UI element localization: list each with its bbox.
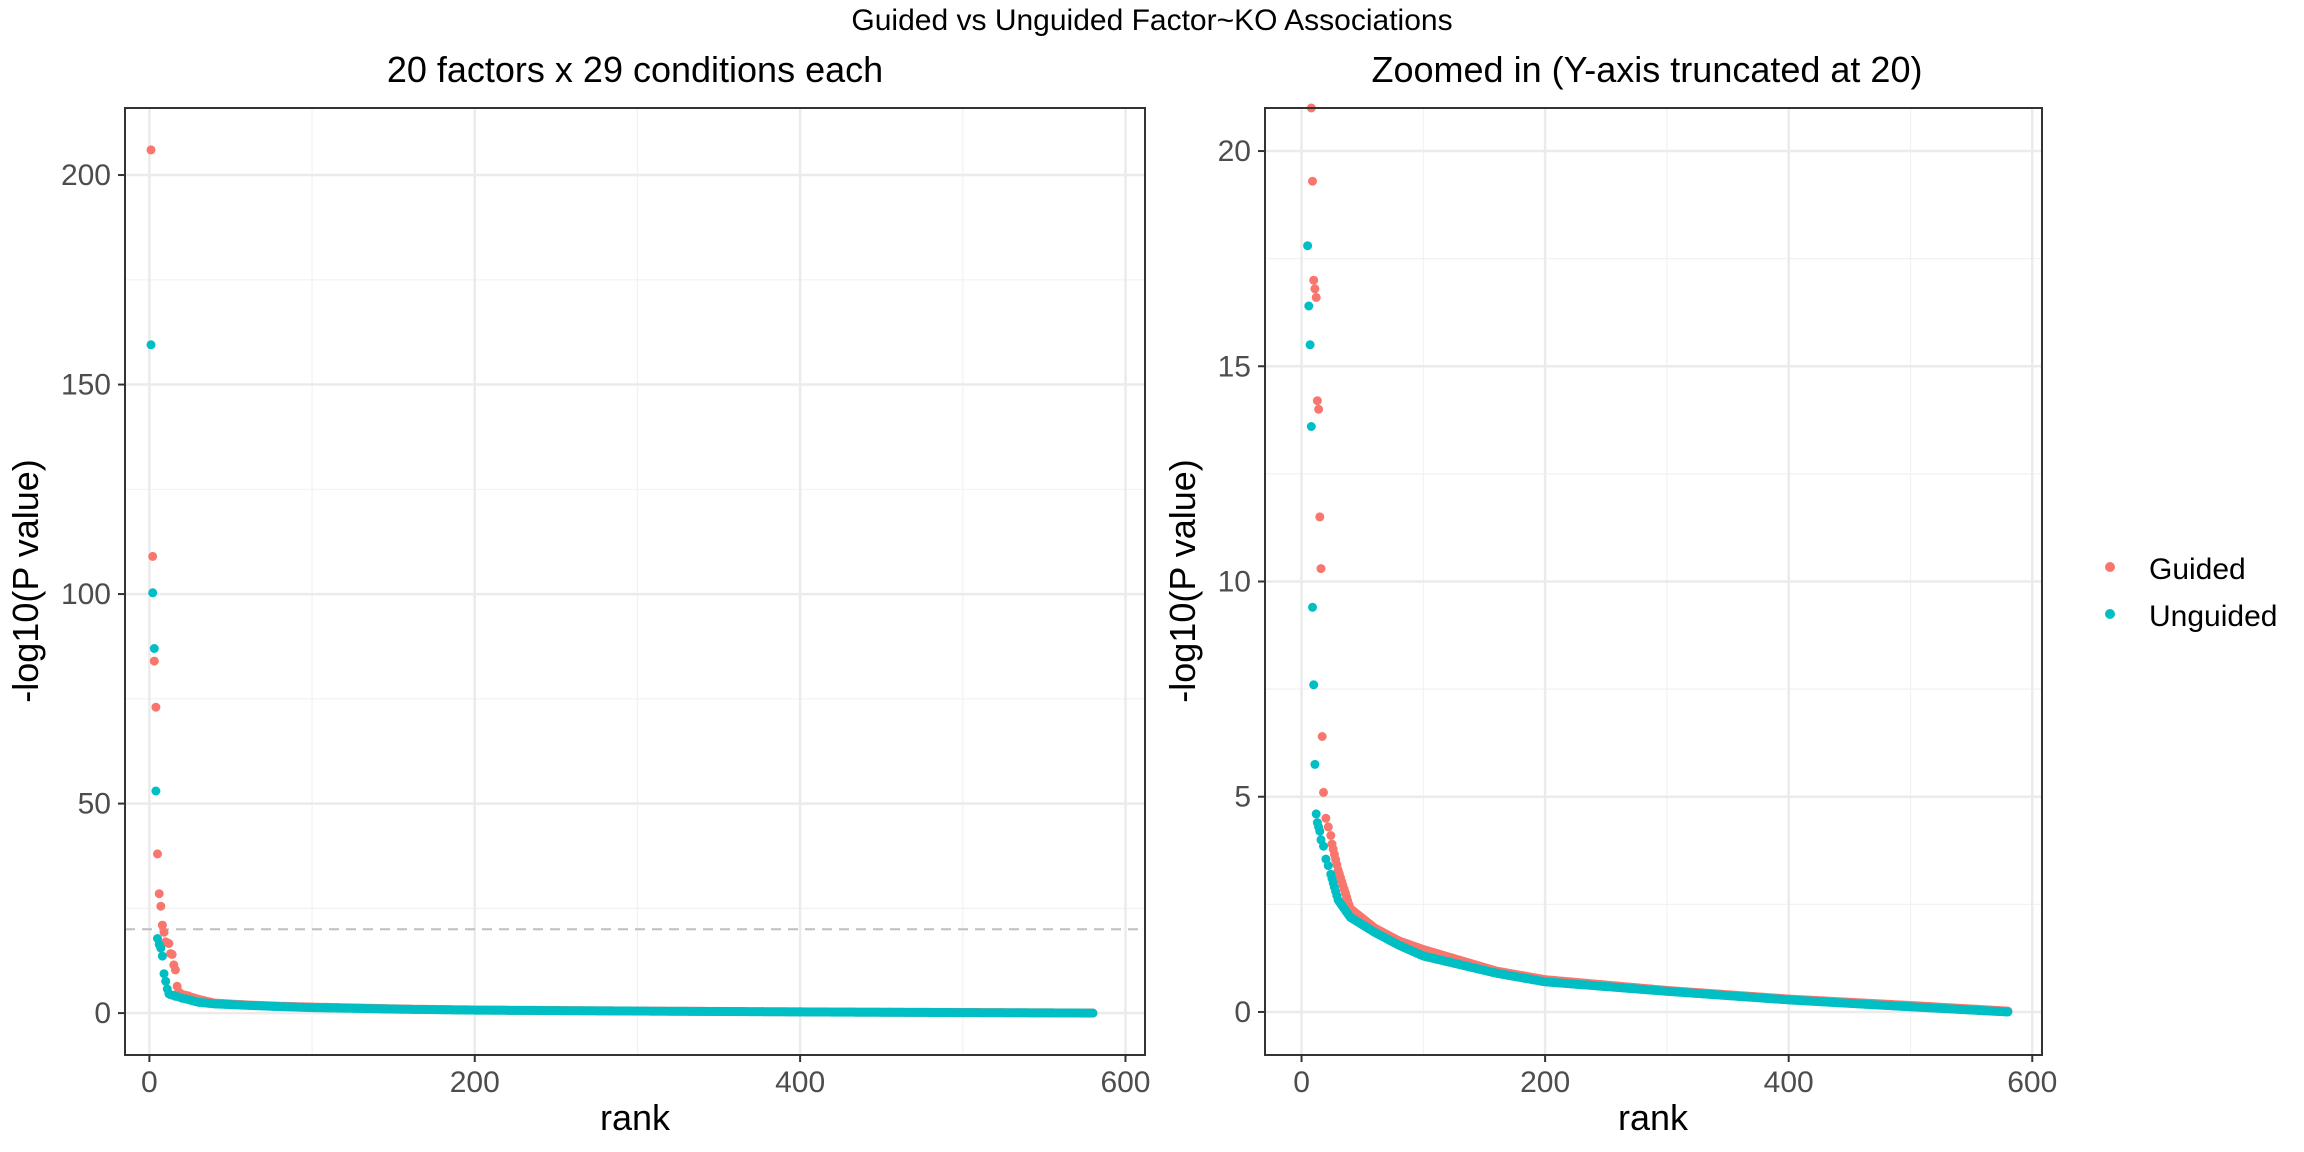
data-point xyxy=(159,927,169,937)
panel-zoomed: Zoomed in (Y-axis truncated at 20) 0 200 4… xyxy=(1162,49,2057,1138)
data-point xyxy=(164,939,174,948)
y-tick-label: 150 xyxy=(61,369,111,402)
data-point xyxy=(170,965,180,975)
data-point xyxy=(1321,813,1331,823)
data-point xyxy=(146,145,156,155)
series-unguided xyxy=(146,340,1098,1018)
data-point xyxy=(1326,831,1336,840)
data-point xyxy=(157,951,167,961)
x-tick-label: 200 xyxy=(1520,1066,1570,1099)
grid-minor xyxy=(125,108,1145,1055)
data-point xyxy=(161,976,171,986)
data-point xyxy=(1319,787,1328,797)
legend-label-unguided: Unguided xyxy=(2149,600,2277,633)
x-axis-ticks: 0 200 400 600 xyxy=(141,1055,1151,1099)
data-point xyxy=(1323,822,1333,832)
data-point xyxy=(1319,841,1328,851)
data-point xyxy=(1310,759,1320,769)
figure-title: Guided vs Unguided Factor~KO Association… xyxy=(851,4,1452,37)
series-unguided xyxy=(1303,241,2013,1017)
data-point xyxy=(157,920,167,930)
y-tick-label: 200 xyxy=(61,159,111,192)
data-point xyxy=(1309,680,1319,690)
y-tick-label: 50 xyxy=(78,788,111,821)
data-point xyxy=(1316,564,1326,574)
x-tick-label: 600 xyxy=(1100,1066,1150,1099)
data-point xyxy=(1306,422,1316,431)
y-tick-label: 15 xyxy=(1218,350,1251,383)
panel-full-range: 20 factors x 29 conditions each 0 200 400 6… xyxy=(5,49,1151,1138)
data-point xyxy=(1311,292,1321,302)
data-point xyxy=(156,943,166,953)
data-point xyxy=(1315,512,1325,522)
data-point xyxy=(149,644,159,653)
data-point xyxy=(1088,1008,1098,1018)
plot-border xyxy=(124,107,1146,1056)
data-point xyxy=(1317,732,1327,741)
data-point xyxy=(156,901,166,911)
data-point xyxy=(151,702,161,712)
y-tick-label: 20 xyxy=(1218,135,1251,168)
grid-major xyxy=(1265,108,2042,1055)
data-point xyxy=(2003,1007,2013,1017)
data-points xyxy=(146,145,1098,1018)
data-point xyxy=(154,889,164,899)
x-tick-label: 600 xyxy=(2007,1066,2057,1099)
x-tick-label: 400 xyxy=(775,1066,825,1099)
data-point xyxy=(1311,809,1321,819)
data-point xyxy=(167,949,177,959)
y-tick-label: 100 xyxy=(61,578,111,611)
data-points xyxy=(1303,103,2013,1017)
data-point xyxy=(1308,176,1317,186)
y-axis-ticks: 0 50 100 150 200 xyxy=(61,159,125,1030)
x-axis-label: rank xyxy=(600,1097,671,1138)
data-point xyxy=(159,969,169,979)
y-tick-label: 0 xyxy=(1234,996,1251,1029)
data-point xyxy=(148,551,158,561)
panel-title: 20 factors x 29 conditions each xyxy=(387,49,883,90)
data-point xyxy=(149,656,159,666)
y-axis-ticks: 0 5 10 15 20 xyxy=(1218,135,1265,1029)
legend-key-unguided xyxy=(2105,609,2115,619)
data-point xyxy=(1304,301,1314,311)
x-axis-label: rank xyxy=(1618,1097,1689,1138)
legend: Guided Unguided xyxy=(2105,553,2277,633)
data-point xyxy=(148,588,158,598)
x-tick-label: 400 xyxy=(1764,1066,1814,1099)
data-point xyxy=(153,849,162,859)
data-point xyxy=(1309,275,1319,285)
data-point xyxy=(1305,340,1315,350)
x-tick-label: 200 xyxy=(450,1066,500,1099)
plot-area xyxy=(125,108,1145,1055)
data-point xyxy=(1323,861,1333,871)
y-tick-label: 0 xyxy=(94,997,111,1030)
data-point xyxy=(1314,404,1324,414)
y-axis-label: -log10(P value) xyxy=(1162,459,1203,702)
data-point xyxy=(1303,241,1313,251)
x-axis-ticks: 0 200 400 600 xyxy=(1293,1055,2057,1099)
data-point xyxy=(146,340,156,350)
x-tick-label: 0 xyxy=(141,1066,158,1099)
y-axis-label: -log10(P value) xyxy=(5,459,46,702)
grid-major xyxy=(125,108,1145,1055)
panel-title: Zoomed in (Y-axis truncated at 20) xyxy=(1372,49,1923,90)
legend-key-guided xyxy=(2105,562,2115,572)
legend-label-guided: Guided xyxy=(2149,553,2246,586)
x-tick-label: 0 xyxy=(1293,1066,1310,1099)
data-point xyxy=(1310,284,1320,294)
data-point xyxy=(151,786,161,796)
data-point xyxy=(1315,826,1325,836)
data-point xyxy=(1308,602,1317,612)
data-point xyxy=(1312,396,1322,406)
y-tick-label: 5 xyxy=(1234,781,1251,814)
y-tick-label: 10 xyxy=(1218,566,1251,599)
